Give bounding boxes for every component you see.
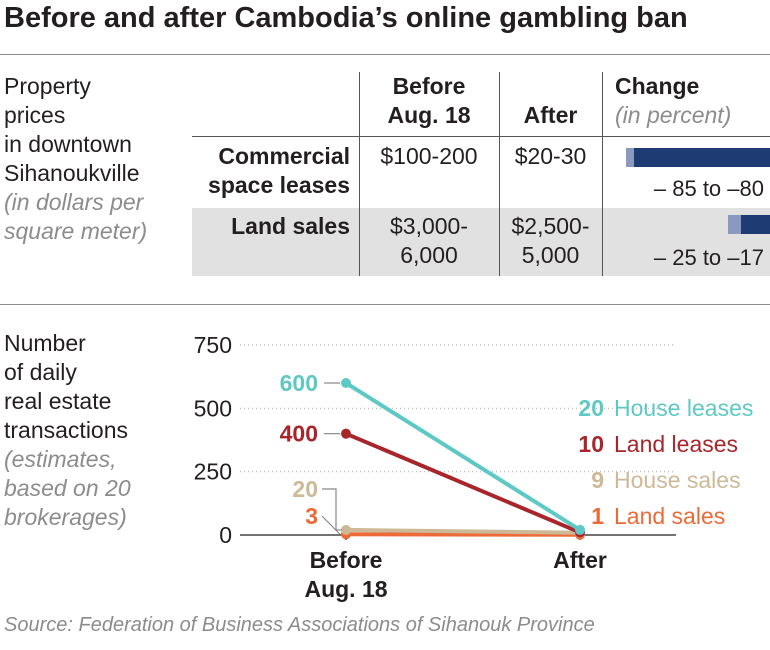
- series-line: [344, 381, 582, 532]
- chart-title: Before and after Cambodia’s online gambl…: [4, 2, 688, 34]
- cell-after-land-sales: $2,500- 5,000: [511, 213, 590, 268]
- cell-before-commercial: $100-200: [380, 143, 478, 169]
- table-side-label: Property prices in downtown Sihanoukvill…: [4, 73, 148, 244]
- y-tick-label: 750: [194, 332, 232, 358]
- label-leader: [321, 515, 341, 535]
- data-label-before: 3: [305, 503, 318, 529]
- table-divider: [359, 72, 360, 276]
- y-tick-label: 500: [194, 395, 232, 421]
- table-row-shade: [192, 208, 770, 276]
- series-line: [344, 431, 582, 535]
- col-header-change: Change (in percent): [615, 73, 732, 128]
- series-name-label: House leases: [614, 395, 753, 421]
- data-label-after: 1: [591, 503, 604, 529]
- series-name-label: Land leases: [614, 431, 738, 457]
- data-label-before: 20: [292, 476, 318, 502]
- series-name-label: House sales: [614, 467, 741, 493]
- data-label-before: 400: [280, 421, 318, 447]
- cell-after-commercial: $20-30: [514, 143, 587, 169]
- data-label-before: 600: [280, 370, 318, 396]
- table-divider: [499, 72, 500, 276]
- title-rule: [0, 54, 770, 55]
- data-label-after: 10: [578, 431, 604, 457]
- col-header-before: Before Aug. 18: [387, 73, 471, 128]
- change-bar-land-sales: [741, 215, 770, 234]
- x-tick-label: After: [553, 547, 607, 573]
- label-leader: [322, 488, 342, 531]
- row-label-commercial: Commercial space leases: [208, 143, 350, 198]
- change-bar-range-commercial: [625, 148, 634, 167]
- data-label-after: 20: [578, 395, 604, 421]
- cell-before-land-sales: $3,000- 6,000: [389, 213, 468, 268]
- data-point: [341, 378, 351, 388]
- change-label-commercial: – 85 to –80: [653, 176, 764, 201]
- series-name-label: Land sales: [614, 503, 725, 529]
- change-label-land-sales: – 25 to –17: [653, 245, 764, 270]
- series-line: [344, 532, 582, 537]
- col-header-after: After: [523, 102, 578, 128]
- data-point: [341, 428, 351, 439]
- x-tick-label: Aug. 18: [304, 576, 387, 602]
- x-tick-label: Before: [310, 547, 383, 573]
- series-line: [344, 527, 582, 535]
- data-point: [575, 524, 585, 535]
- y-tick-label: 0: [219, 522, 232, 548]
- section-rule: [0, 304, 770, 305]
- chart-side-label: Number of daily real estate transactions…: [4, 330, 131, 530]
- row-label-land-sales: Land sales: [231, 213, 350, 239]
- change-bar-range-land-sales: [727, 215, 742, 234]
- change-bar-commercial: [634, 148, 770, 167]
- table-divider: [602, 72, 603, 276]
- data-label-after: 9: [591, 467, 604, 493]
- data-point: [341, 524, 351, 535]
- source-note: Source: Federation of Business Associati…: [4, 614, 595, 636]
- table-header-rule: [192, 136, 770, 137]
- y-tick-label: 250: [194, 459, 232, 485]
